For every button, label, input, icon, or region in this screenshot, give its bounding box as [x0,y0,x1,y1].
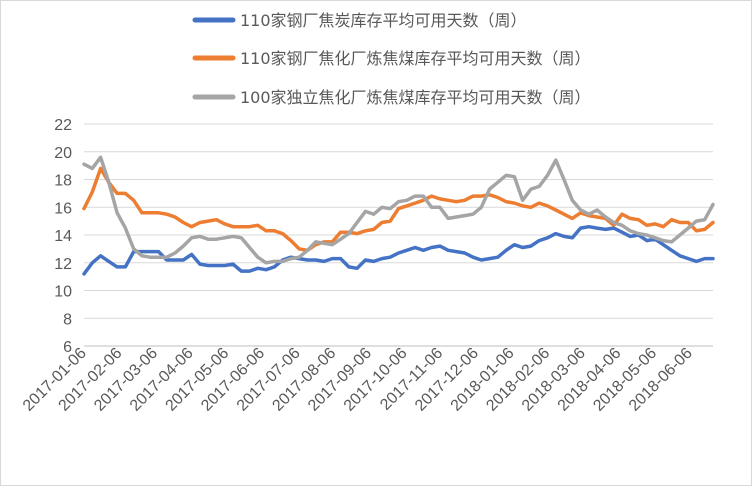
y-tick-label: 10 [54,284,72,301]
series-line-1 [82,166,715,253]
y-tick-label: 20 [54,145,72,162]
series-lines [82,155,715,276]
gridlines [84,123,713,347]
x-axis-ticks: 2017-01-062017-02-062017-03-062017-04-06… [20,345,696,415]
y-tick-label: 14 [54,228,72,245]
legend: 110家钢厂焦炭库存平均可用天数（周） 110家钢厂焦化厂炼焦煤库存平均可用天数… [192,11,591,107]
legend-label-independent-coal: 100家独立焦化厂炼焦煤库存平均可用天数（周） [240,88,591,107]
series-line-2 [82,155,715,265]
y-tick-label: 18 [54,173,72,190]
y-tick-label: 16 [54,200,72,217]
y-tick-label: 22 [54,117,72,134]
y-tick-label: 8 [63,311,72,328]
legend-label-coke: 110家钢厂焦炭库存平均可用天数（周） [240,11,527,30]
y-tick-label: 12 [54,256,72,273]
y-axis-ticks: 6 8 10 12 14 16 18 20 22 [54,117,72,356]
series-line-0 [82,224,715,276]
legend-label-steel-coal: 110家钢厂焦化厂炼焦煤库存平均可用天数（周） [240,49,591,68]
y-tick-label: 6 [63,339,72,356]
